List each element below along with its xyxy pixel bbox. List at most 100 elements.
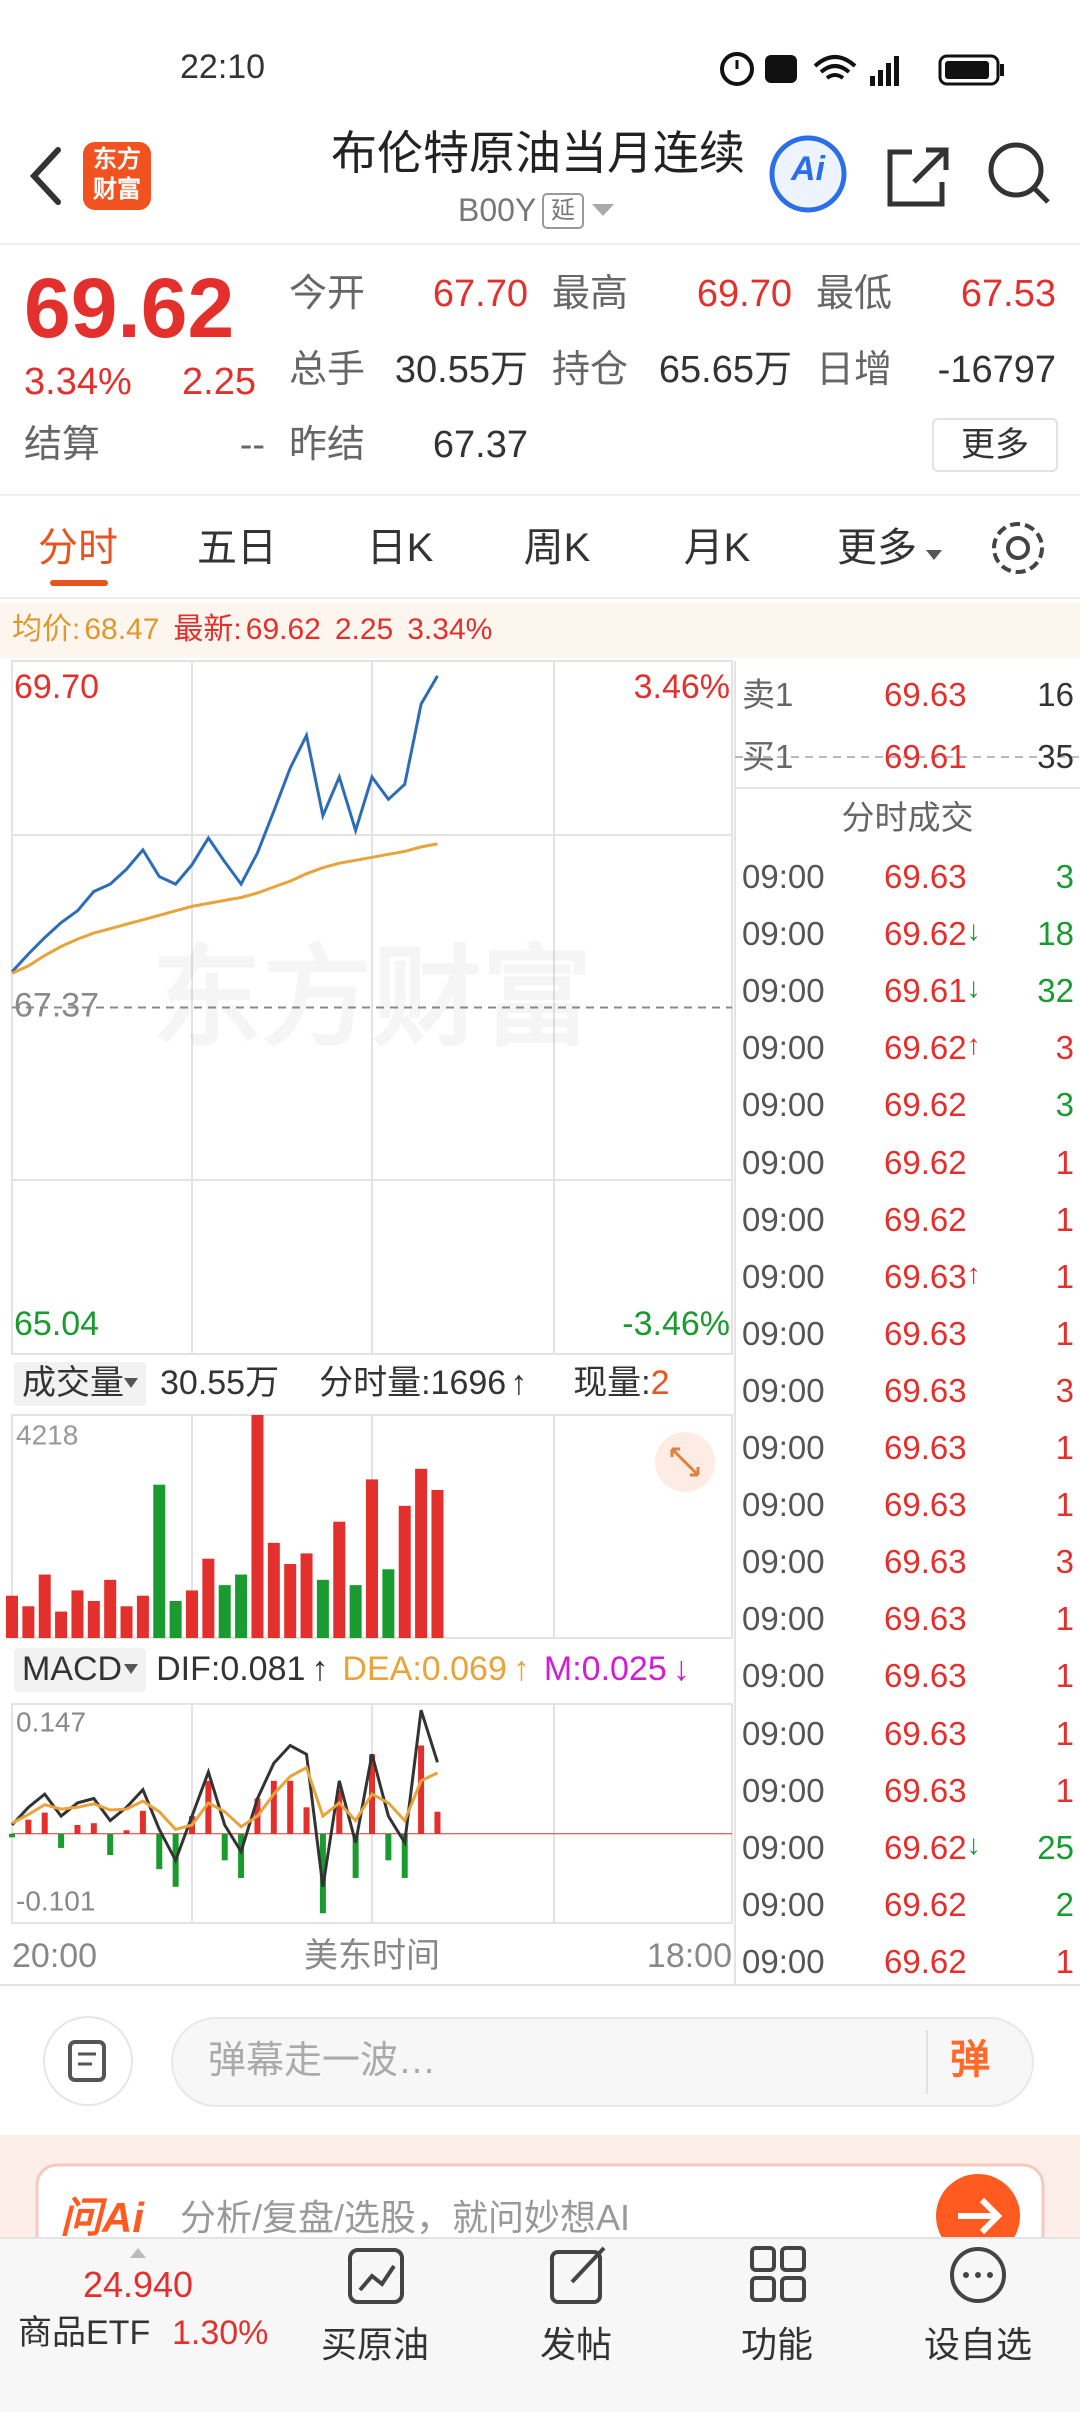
macd-title[interactable]: MACD (22, 1650, 123, 1688)
trade-price: 69.63 (884, 1429, 967, 1466)
trade-time: 09:00 (742, 1371, 825, 1409)
divider (0, 494, 1080, 496)
tab[interactable]: 分时 (38, 526, 118, 570)
avg-value: 68.47 (84, 613, 160, 646)
search-button[interactable] (988, 142, 1050, 204)
trade-price-cell: 69.61 ↓ (884, 971, 981, 1011)
dea-label: DEA: (342, 1650, 422, 1688)
trade-price-cell: 69.62 ↓ (884, 914, 981, 954)
ai-logo: 问Ai (60, 2194, 145, 2241)
macd-header: MACD DIF: 0.081 ↑ DEA: 0.069 ↑ M: 0.025 … (22, 1649, 704, 1690)
trade-time: 09:00 (742, 1200, 825, 1238)
trade-price: 69.62 (884, 1029, 967, 1067)
trade-volume: 1 (1055, 1143, 1074, 1181)
change: 2.25 (182, 361, 256, 403)
nav-item[interactable]: 买原油 (320, 2324, 429, 2365)
field-value: 67.70 (432, 273, 528, 315)
trade-time: 09:00 (742, 1314, 825, 1352)
field-value: -16797 (937, 349, 1056, 391)
trade-price: 69.63 (884, 1714, 967, 1752)
trade-volume: 3 (1055, 1086, 1074, 1124)
trade-volume: 1 (1055, 1429, 1074, 1466)
ai-label[interactable]: Ai (791, 150, 825, 188)
volume-bar (71, 1590, 84, 1638)
latest-change: 2.25 (334, 613, 394, 646)
tab[interactable]: 更多 (837, 526, 917, 570)
trade-price: 69.62 (884, 1143, 967, 1181)
field-label: 总手 (289, 349, 366, 391)
more-button[interactable]: 更多 (932, 418, 1058, 472)
trade-volume: 1 (1055, 1486, 1074, 1524)
ai-prompt: 分析/复盘/选股，就问妙想AI (180, 2197, 631, 2238)
danmaku-settings[interactable] (43, 2016, 133, 2106)
field-value: 65.65万 (658, 349, 792, 391)
dea-trend: ↑ (512, 1650, 530, 1688)
latest-label: 最新: (173, 613, 242, 646)
settings-button[interactable] (992, 522, 1044, 574)
trade-price: 69.63 (884, 1543, 967, 1581)
watermark: 东方财富 (152, 937, 592, 1060)
y-tick-label: 0.147 (16, 1706, 86, 1737)
trade-price-cell: 69.63 ↑ (884, 1257, 981, 1297)
etf-price[interactable]: 24.940 (82, 2264, 194, 2305)
volume-bar (202, 1558, 215, 1638)
volume-title[interactable]: 成交量 (22, 1364, 124, 1402)
ai-button[interactable] (769, 135, 847, 213)
trade-time: 09:00 (742, 1143, 825, 1181)
trade-time: 09:00 (742, 1771, 825, 1809)
macd-bar (205, 1780, 212, 1834)
trade-volume: 3 (1055, 858, 1074, 895)
trade-time: 09:00 (742, 1885, 825, 1923)
trade-time: 09:00 (742, 858, 825, 895)
volume-bar (169, 1600, 182, 1638)
comment-input[interactable] (171, 2017, 1034, 2107)
tab[interactable]: 周K (523, 526, 591, 570)
latest-change-pct: 3.34% (407, 613, 493, 646)
trade-price: 69.62 (884, 1200, 967, 1238)
nav-item[interactable]: 发帖 (539, 2324, 612, 2365)
ask-price: 69.63 (884, 676, 967, 713)
etf-name[interactable]: 商品ETF (18, 2314, 151, 2352)
nav-item[interactable]: 设自选 (923, 2324, 1032, 2365)
tab[interactable]: 月K (683, 526, 751, 570)
y-tick-label: 67.37 (14, 986, 99, 1024)
volume-total: 30.55万 (160, 1364, 280, 1402)
share-button[interactable] (887, 147, 949, 207)
field-label: 持仓 (552, 349, 629, 391)
macd-bar (139, 1810, 146, 1834)
trade-price-cell: 69.62 (884, 1085, 967, 1125)
trade-volume: 1 (1055, 1771, 1074, 1809)
macd-bar (319, 1833, 326, 1914)
ask-label: 卖1 (742, 676, 794, 713)
volume-bar (316, 1579, 329, 1638)
volume-header: 成交量 30.55万 分时量: 1696 ↑ 现量: 2 (22, 1363, 684, 1404)
tab-underline (50, 580, 108, 586)
etf-change[interactable]: 1.30% (172, 2314, 269, 2352)
current-value: 2 (650, 1364, 670, 1402)
tab[interactable]: 日K (366, 526, 434, 570)
macd-bar (238, 1833, 245, 1878)
x-axis-label: 美东时间 (304, 1937, 440, 1975)
tab-decor (0, 522, 1080, 599)
trade-price: 69.63 (884, 1371, 967, 1409)
volume-bar (366, 1479, 378, 1638)
bid-label: 买1 (742, 738, 794, 775)
delay-tag: 延 (551, 197, 575, 224)
trades-title: 分时成交 (841, 799, 974, 836)
field-label: 今开 (289, 273, 366, 315)
trade-price-cell: 69.63 (884, 1599, 967, 1639)
trade-time: 09:00 (742, 1543, 825, 1581)
macd-bar (74, 1824, 81, 1834)
y2-tick-label: 3.46% (634, 668, 730, 706)
comment-placeholder[interactable]: 弹幕走一波… (208, 2040, 437, 2082)
volume-header-box (14, 1362, 146, 1406)
settle-label: 结算 (24, 424, 101, 466)
expand-button[interactable] (655, 1432, 715, 1492)
nav-item[interactable]: 功能 (740, 2324, 813, 2365)
trade-time: 09:00 (742, 1257, 825, 1295)
tab[interactable]: 五日 (197, 526, 277, 570)
back-button[interactable] (29, 147, 61, 205)
macd-bar (25, 1819, 32, 1834)
danmaku-button[interactable]: 弹 (950, 2038, 990, 2082)
